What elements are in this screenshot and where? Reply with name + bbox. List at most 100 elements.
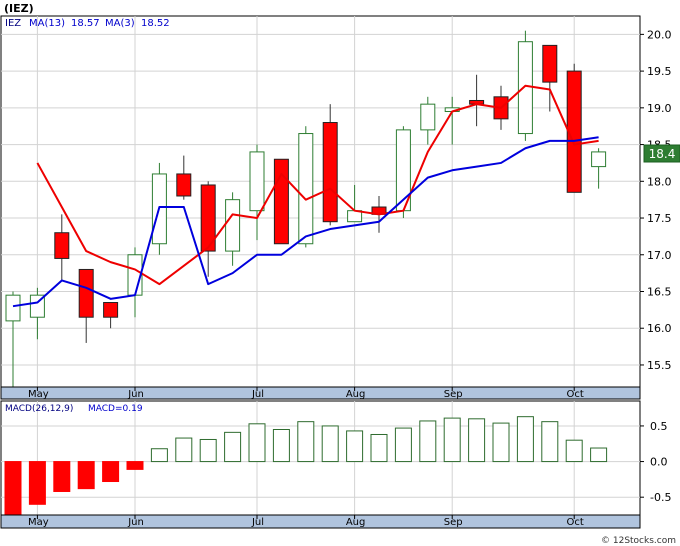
moving-averages bbox=[12, 84, 599, 308]
candle bbox=[249, 144, 265, 241]
candle bbox=[566, 63, 582, 193]
macd-bar-negative bbox=[102, 461, 120, 483]
macd-x-label: May bbox=[28, 517, 49, 528]
candle bbox=[176, 155, 192, 200]
candle-body-down bbox=[78, 268, 94, 318]
macd-bar-positive bbox=[297, 421, 315, 463]
macd-bar-positive bbox=[419, 420, 437, 463]
macd-tick-label: 0.0 bbox=[650, 456, 668, 469]
candle-body-down bbox=[176, 173, 192, 197]
macd-bar-positive bbox=[492, 422, 510, 463]
candle-body-up bbox=[249, 151, 265, 212]
ma3-label: MA(3) bbox=[105, 18, 135, 29]
candle-body-down bbox=[200, 184, 216, 252]
price-tick-label: 19.0 bbox=[647, 102, 672, 115]
price-tick-label: 20.0 bbox=[647, 28, 672, 41]
price-x-label: May bbox=[28, 389, 49, 400]
price-tick-label: 17.0 bbox=[647, 249, 672, 262]
macd-bar-positive bbox=[516, 416, 534, 463]
chart-title: (IEZ) bbox=[4, 2, 34, 15]
price-x-label: Jul bbox=[251, 389, 264, 400]
price-tick-label: 15.5 bbox=[647, 359, 672, 372]
macd-bar-positive bbox=[248, 423, 266, 463]
macd-bar-negative bbox=[126, 461, 144, 470]
price-y-ticks: 15.516.016.517.017.518.018.519.019.520.0 bbox=[640, 28, 672, 372]
macd-bar-negative bbox=[4, 461, 22, 516]
price-tick-label: 16.5 bbox=[647, 285, 672, 298]
candle bbox=[54, 214, 70, 281]
macd-bar-positive bbox=[224, 431, 242, 463]
macd-bar-negative bbox=[28, 461, 46, 505]
price-grid bbox=[1, 16, 640, 387]
macd-bars bbox=[4, 416, 608, 516]
macd-bar-positive bbox=[199, 438, 217, 463]
macd-tick-label: 0.5 bbox=[650, 420, 668, 433]
price-candles bbox=[5, 30, 607, 387]
macd-panel: May Jun Jul Aug Sep Oct -0.5 0.0 0.5 MACD(26,12… bbox=[0, 400, 671, 529]
macd-bar-positive bbox=[468, 418, 486, 463]
macd-x-label: Aug bbox=[346, 517, 366, 528]
macd-date-band bbox=[0, 514, 641, 529]
macd-bar-positive bbox=[175, 437, 193, 463]
macd-bar-positive bbox=[321, 425, 339, 463]
macd-bar-positive bbox=[590, 447, 608, 463]
candle bbox=[420, 96, 436, 145]
price-tick-label: 16.0 bbox=[647, 322, 672, 335]
macd-bar-positive bbox=[150, 448, 168, 463]
candle-body-up bbox=[591, 151, 607, 168]
macd-tick-label: -0.5 bbox=[650, 491, 671, 504]
macd-bar-negative bbox=[77, 461, 95, 490]
macd-bar-positive bbox=[272, 429, 290, 463]
candle bbox=[591, 148, 607, 189]
macd-y-ticks: -0.5 0.0 0.5 bbox=[640, 420, 671, 504]
candle-body-up bbox=[517, 41, 533, 135]
candle bbox=[298, 126, 314, 248]
price-panel-frame bbox=[0, 15, 641, 388]
candle-body-down bbox=[54, 232, 70, 259]
price-tick-label: 19.5 bbox=[647, 65, 672, 78]
last-price-box bbox=[643, 144, 680, 163]
candle bbox=[322, 104, 338, 226]
macd-x-label: Sep bbox=[444, 517, 463, 528]
candle-body-down bbox=[566, 70, 582, 193]
macd-bar-positive bbox=[565, 439, 583, 463]
price-x-label: Aug bbox=[346, 389, 366, 400]
candle-body-down bbox=[103, 302, 119, 318]
macd-x-labels: May Jun Jul Aug Sep Oct bbox=[28, 515, 584, 528]
price-tick-label: 18.0 bbox=[647, 175, 672, 188]
ma13-line bbox=[12, 136, 599, 308]
macd-bar-positive bbox=[370, 433, 388, 463]
candle-body-up bbox=[5, 294, 21, 322]
candle bbox=[273, 158, 289, 245]
macd-label: MACD(26,12,9) bbox=[5, 404, 73, 414]
candle-body-down bbox=[273, 158, 289, 245]
price-tick-label: 17.5 bbox=[647, 212, 672, 225]
last-price-tag: 18.4 bbox=[643, 144, 680, 163]
macd-bar-negative bbox=[53, 461, 71, 492]
candle-body-up bbox=[420, 103, 436, 131]
candle bbox=[395, 126, 411, 219]
price-panel: May Jun Jul Aug Sep Oct 15.5 16.0 16.5 17.0 17.5 1… bbox=[0, 15, 680, 400]
ma3-line bbox=[36, 84, 599, 286]
ma13-value: 18.57 bbox=[71, 18, 100, 29]
last-price-value: 18.4 bbox=[649, 147, 676, 161]
candle bbox=[5, 291, 21, 387]
candle-body-up bbox=[225, 199, 241, 252]
macd-value-label: MACD=0.19 bbox=[88, 404, 143, 414]
macd-x-label: Jul bbox=[251, 517, 264, 528]
macd-bar-positive bbox=[443, 417, 461, 463]
macd-bar-positive bbox=[541, 421, 559, 463]
price-x-label: Oct bbox=[567, 389, 584, 400]
ma3-value: 18.52 bbox=[141, 18, 170, 29]
price-date-band bbox=[0, 386, 641, 400]
candle bbox=[103, 302, 119, 329]
price-x-label: Jun bbox=[127, 389, 144, 400]
macd-x-label: Jun bbox=[127, 517, 144, 528]
candle bbox=[542, 44, 558, 112]
macd-bar-positive bbox=[346, 430, 364, 463]
macd-x-label: Oct bbox=[567, 517, 584, 528]
ma13-label: MA(13) bbox=[29, 18, 65, 29]
price-x-labels: May Jun Jul Aug Sep Oct bbox=[28, 387, 584, 400]
candle bbox=[78, 268, 94, 343]
